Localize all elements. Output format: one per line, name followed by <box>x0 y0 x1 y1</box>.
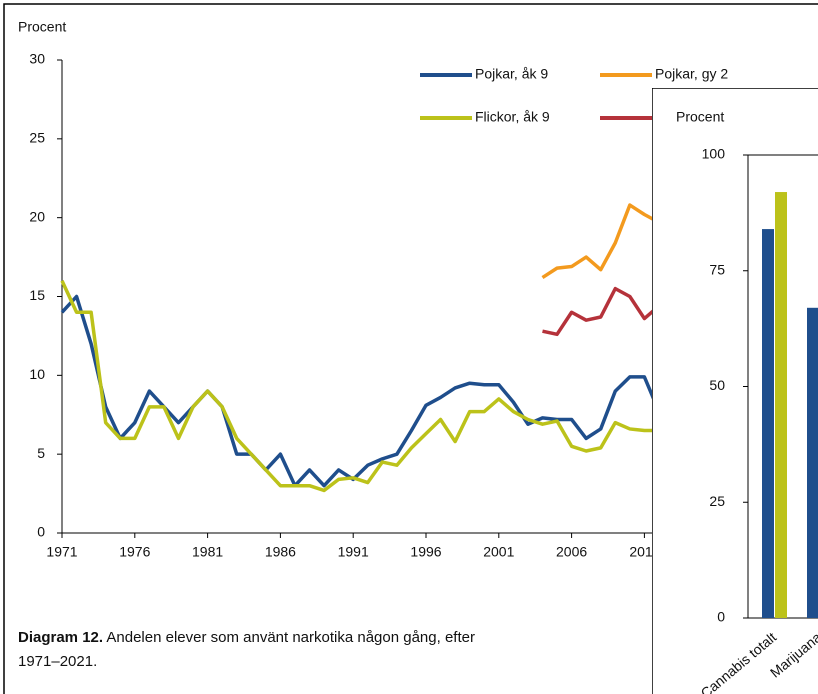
caption-text: Andelen elever som använt narkotika någo… <box>106 629 475 646</box>
y-tick-label: 0 <box>37 524 45 540</box>
x-tick-label: 1996 <box>410 544 441 560</box>
series-line <box>541 203 660 280</box>
y-tick-label: 50 <box>709 377 725 393</box>
y-axis-label: Procent <box>18 19 66 35</box>
x-tick-label: 1981 <box>192 544 223 560</box>
x-tick-label: 1986 <box>265 544 296 560</box>
bar <box>762 229 774 618</box>
x-tick-label: 2006 <box>556 544 587 560</box>
legend-label: Flickor, åk 9 <box>475 109 550 125</box>
legend-label: Pojkar, gy 2 <box>655 66 728 82</box>
x-tick-label: 1976 <box>119 544 150 560</box>
y-tick-label: 30 <box>29 51 45 67</box>
caption-line: 1971–2021. <box>18 653 97 670</box>
x-tick-label: 1971 <box>46 544 77 560</box>
y-tick-label: 25 <box>29 130 45 146</box>
y-tick-label: 20 <box>29 208 45 224</box>
panel <box>652 88 818 694</box>
y-tick-label: 25 <box>709 493 725 509</box>
y-tick-label: 0 <box>717 609 725 625</box>
y-tick-label: 10 <box>29 366 45 382</box>
y-axis-label: Procent <box>676 109 724 125</box>
bar <box>775 192 787 619</box>
y-tick-label: 100 <box>702 146 726 162</box>
series-line <box>542 286 661 337</box>
caption: Diagram 12. Andelen elever som använt na… <box>18 629 475 646</box>
y-tick-label: 75 <box>709 261 725 277</box>
series-line <box>60 279 659 493</box>
y-tick-label: 15 <box>29 287 45 303</box>
series-line <box>60 294 661 488</box>
y-tick-label: 5 <box>37 445 45 461</box>
bar <box>807 307 818 618</box>
x-tick-label: 2001 <box>483 544 514 560</box>
legend-label: Pojkar, åk 9 <box>475 66 548 82</box>
x-tick-label: 1991 <box>338 544 369 560</box>
caption-label: Diagram 12. <box>18 629 103 646</box>
